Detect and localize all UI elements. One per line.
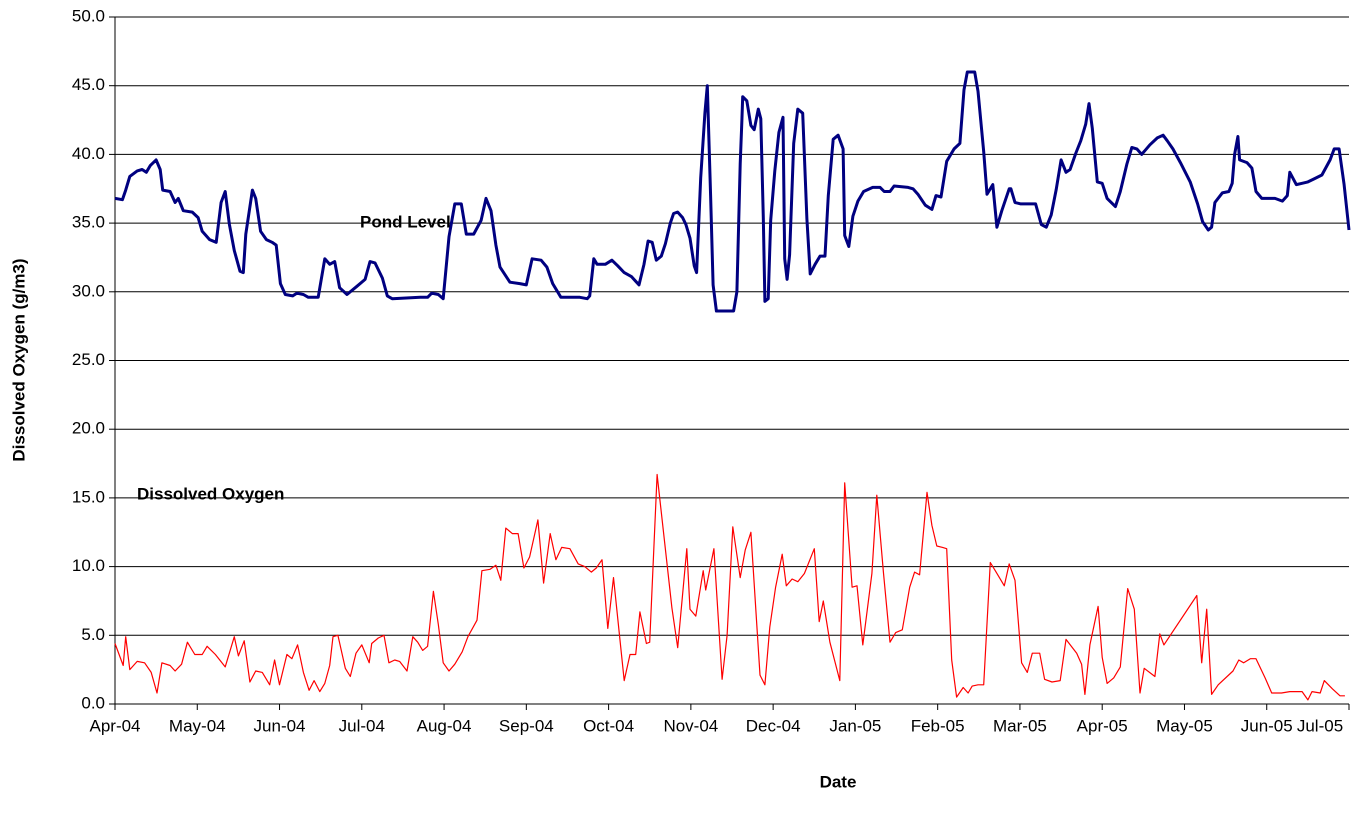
x-tick-label: Aug-04 xyxy=(417,716,472,735)
y-tick-label: 40.0 xyxy=(72,144,105,163)
x-tick-label: Oct-04 xyxy=(583,716,634,735)
series-label: Dissolved Oxygen xyxy=(137,484,284,503)
x-axis-label: Date xyxy=(820,772,857,791)
y-tick-label: 35.0 xyxy=(72,213,105,232)
x-tick-label: Jul-05 xyxy=(1297,716,1343,735)
data-line xyxy=(114,473,1345,701)
x-tick-label: May-04 xyxy=(169,716,226,735)
x-tick-label: Jan-05 xyxy=(829,716,881,735)
x-tick-label: Apr-05 xyxy=(1077,716,1128,735)
y-tick-label: 50.0 xyxy=(72,6,105,25)
x-tick-label: Nov-04 xyxy=(663,716,718,735)
y-tick-label: 10.0 xyxy=(72,556,105,575)
x-tick-label: Sep-04 xyxy=(499,716,554,735)
y-tick-label: 30.0 xyxy=(72,281,105,300)
y-tick-label: 20.0 xyxy=(72,419,105,438)
y-axis-label: Dissolved Oxygen (g/m3) xyxy=(9,258,28,461)
x-tick-label: Jun-04 xyxy=(254,716,306,735)
x-tick-label: Jul-04 xyxy=(339,716,385,735)
y-tick-label: 15.0 xyxy=(72,487,105,506)
x-tick-label: Jun-05 xyxy=(1241,716,1293,735)
x-tick-label: Apr-04 xyxy=(89,716,140,735)
data-line xyxy=(114,70,1351,313)
x-tick-label: Mar-05 xyxy=(993,716,1047,735)
y-tick-label: 25.0 xyxy=(72,350,105,369)
x-tick-label: Dec-04 xyxy=(746,716,801,735)
series-label: Pond Level xyxy=(360,212,451,231)
y-tick-label: 0.0 xyxy=(81,693,105,712)
x-tick-label: Feb-05 xyxy=(911,716,965,735)
y-tick-label: 5.0 xyxy=(81,625,105,644)
x-tick-label: May-05 xyxy=(1156,716,1213,735)
y-tick-label: 45.0 xyxy=(72,75,105,94)
